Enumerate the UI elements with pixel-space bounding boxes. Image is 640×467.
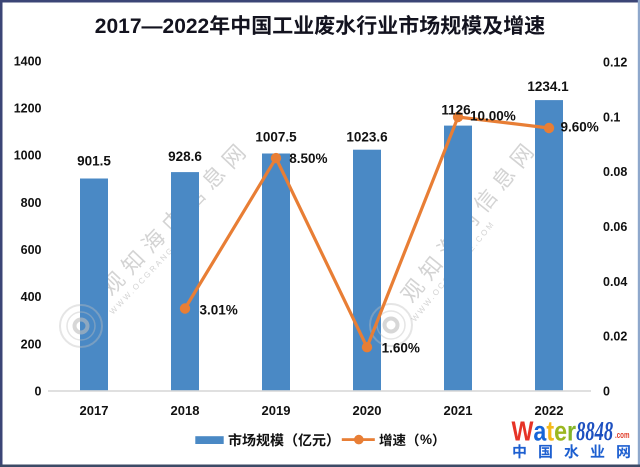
svg-text:0: 0 [603,384,610,398]
svg-text:0: 0 [35,384,42,398]
svg-text:r: r [567,417,576,447]
svg-text:1000: 1000 [14,149,42,163]
svg-text:1126: 1126 [441,103,471,118]
svg-text:1400: 1400 [14,54,42,68]
svg-text:0.06: 0.06 [603,220,627,234]
svg-text:2022: 2022 [535,403,564,418]
svg-text:0.02: 0.02 [603,330,627,344]
svg-text:200: 200 [21,337,42,351]
svg-text:0.04: 0.04 [603,275,627,289]
svg-text:2017: 2017 [80,403,109,418]
svg-text:0.12: 0.12 [603,56,627,70]
svg-text:0.08: 0.08 [603,165,627,179]
svg-text:%: % [420,432,432,447]
svg-text:8848: 8848 [576,416,613,446]
svg-text:8.50%: 8.50% [289,151,327,166]
svg-text:t: t [546,417,554,447]
svg-text:10.00%: 10.00% [470,109,516,124]
svg-text:600: 600 [21,243,42,257]
svg-text:.com: .com [615,430,630,441]
svg-text:3.01%: 3.01% [200,303,238,318]
svg-text:2021: 2021 [444,403,473,418]
svg-text:e: e [554,417,567,447]
svg-text:a: a [533,417,547,447]
svg-text:400: 400 [21,290,42,304]
svg-text:1023.6: 1023.6 [346,130,388,145]
svg-text:901.5: 901.5 [77,154,111,169]
svg-text:2017—2022: 2017—2022 [95,15,209,38]
svg-text:2019: 2019 [262,403,291,418]
svg-text:W: W [512,417,535,447]
svg-text:2020: 2020 [353,403,382,418]
svg-text:1234.1: 1234.1 [527,79,569,94]
svg-text:1.60%: 1.60% [382,341,420,356]
svg-text:2018: 2018 [171,403,200,418]
svg-text:9.60%: 9.60% [561,120,599,135]
svg-text:1200: 1200 [14,102,42,116]
svg-text:800: 800 [21,196,42,210]
svg-text:928.6: 928.6 [168,149,202,164]
svg-text:1007.5: 1007.5 [255,130,297,145]
svg-text:0.1: 0.1 [603,110,620,124]
